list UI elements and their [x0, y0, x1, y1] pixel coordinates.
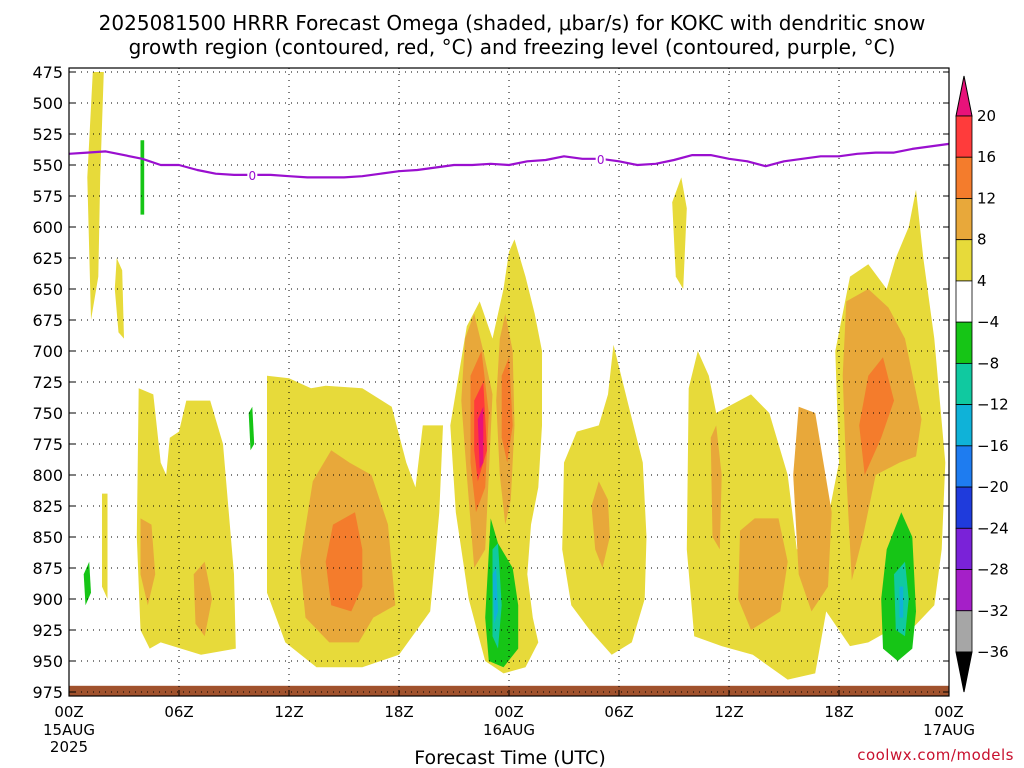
colorbar-label: −8: [977, 354, 999, 372]
colorbar-swatch: [955, 445, 973, 488]
y-tick-label: 600: [32, 218, 63, 237]
y-tick-label: 525: [32, 125, 63, 144]
colorbar-label: 20: [977, 107, 996, 125]
colorbar-label: −28: [977, 561, 1009, 579]
colorbar-swatch: [955, 486, 973, 529]
omega-region-32: [492, 568, 498, 624]
y-tick-label: 550: [32, 156, 63, 175]
colorbar-label: −24: [977, 519, 1009, 537]
y-tick-label: 825: [32, 497, 63, 516]
x-tick-year: 2025: [50, 738, 88, 756]
colorbar-swatch: [955, 280, 973, 323]
omega-region-15: [710, 425, 722, 550]
y-tick-label: 750: [32, 404, 63, 423]
omega-region-2: [102, 493, 108, 599]
colorbar-swatch: [955, 527, 973, 570]
omega-region-25: [83, 561, 91, 606]
omega-region-21: [501, 357, 513, 463]
omega-region-3: [136, 388, 236, 655]
colorbar-label: 8: [977, 231, 987, 249]
omega-region-26: [140, 140, 145, 215]
colorbar-swatch: [955, 198, 973, 241]
y-tick-label: 700: [32, 342, 63, 361]
colorbar-label: −32: [977, 602, 1009, 620]
freezing-level-label: 0: [597, 153, 605, 167]
x-tick-label: 00Z: [54, 703, 83, 721]
x-tick-label: 06Z: [164, 703, 193, 721]
colorbar-label: −4: [977, 313, 999, 331]
x-tick-date: 17AUG: [923, 721, 975, 739]
x-tick-label: 18Z: [384, 703, 413, 721]
omega-region-19: [325, 512, 363, 612]
y-tick-label: 800: [32, 466, 63, 485]
colorbar-swatch: [955, 239, 973, 282]
colorbar-swatch: [955, 404, 973, 447]
y-tick-label: 725: [32, 373, 63, 392]
colorbar-swatch: [955, 115, 973, 158]
x-tick-label: 00Z: [494, 703, 523, 721]
omega-region-9: [140, 518, 156, 606]
omega-region-17: [793, 406, 832, 612]
omega-region-24: [477, 406, 484, 469]
omega-region-10: [193, 561, 212, 637]
freezing-level-line: [68, 142, 950, 179]
colorbar-label: −12: [977, 396, 1009, 414]
colorbar-swatch: [955, 321, 973, 364]
chart-title-line-2: growth region (contoured, red, °C) and f…: [129, 35, 896, 59]
colorbar-label: 16: [977, 148, 996, 166]
omega-region-14: [591, 481, 610, 568]
freezing-label-bg: [247, 167, 258, 182]
y-axis-ticks: 475 500 525 550 575 600 625 650 675 700 725 750 775 8…: [32, 63, 949, 702]
y-tick-label: 650: [32, 280, 63, 299]
y-tick-label: 850: [32, 528, 63, 547]
y-tick-label: 875: [32, 559, 63, 578]
omega-region-16: [738, 518, 788, 630]
x-tick-date: 15AUG: [43, 721, 95, 739]
y-tick-label: 475: [32, 63, 63, 82]
colorbar-max-arrow: [955, 75, 973, 117]
x-tick-label: 18Z: [824, 703, 853, 721]
colorbar-swatch: [955, 569, 973, 612]
omega-region-7: [672, 177, 687, 289]
y-tick-label: 625: [32, 249, 63, 268]
omega-shading: [83, 72, 946, 680]
colorbar-swatch: [955, 362, 973, 406]
x-tick-date: 16AUG: [483, 721, 535, 739]
credit-label: coolwx.com/models: [857, 746, 1014, 764]
omega-region-27: [248, 406, 255, 451]
y-tick-label: 925: [32, 621, 63, 640]
omega-region-33: [899, 586, 904, 618]
y-tick-label: 975: [32, 683, 63, 702]
y-tick-label: 675: [32, 311, 63, 330]
colorbar-label: 4: [977, 272, 987, 290]
colorbar-swatch: [955, 610, 973, 653]
colorbar-label: −16: [977, 437, 1009, 455]
x-tick-label: 12Z: [714, 703, 743, 721]
y-tick-label: 900: [32, 590, 63, 609]
x-tick-label: 12Z: [274, 703, 303, 721]
colorbar: 20 16 12 8 4 −4 −8 −12 −16 −20 −24 −28 −32 −36: [955, 75, 1009, 693]
y-tick-label: 950: [32, 652, 63, 671]
colorbar-swatch: [955, 156, 973, 199]
x-tick-label: 06Z: [604, 703, 633, 721]
colorbar-label: 12: [977, 189, 996, 207]
y-tick-label: 575: [32, 187, 63, 206]
freezing-level-label: 0: [249, 169, 257, 183]
chart-title-line-1: 2025081500 HRRR Forecast Omega (shaded, …: [99, 11, 926, 35]
colorbar-label: −20: [977, 478, 1009, 496]
omega-region-22: [859, 357, 894, 475]
y-tick-label: 775: [32, 435, 63, 454]
omega-region-1: [114, 258, 124, 339]
colorbar-label: −36: [977, 643, 1009, 661]
colorbar-min-arrow: [955, 651, 973, 693]
y-tick-label: 500: [32, 94, 63, 113]
freezing-level-contour: 00: [68, 142, 950, 183]
x-tick-label: 00Z: [934, 703, 963, 721]
x-axis-label: Forecast Time (UTC): [414, 747, 605, 768]
freezing-label-bg: [595, 151, 606, 166]
